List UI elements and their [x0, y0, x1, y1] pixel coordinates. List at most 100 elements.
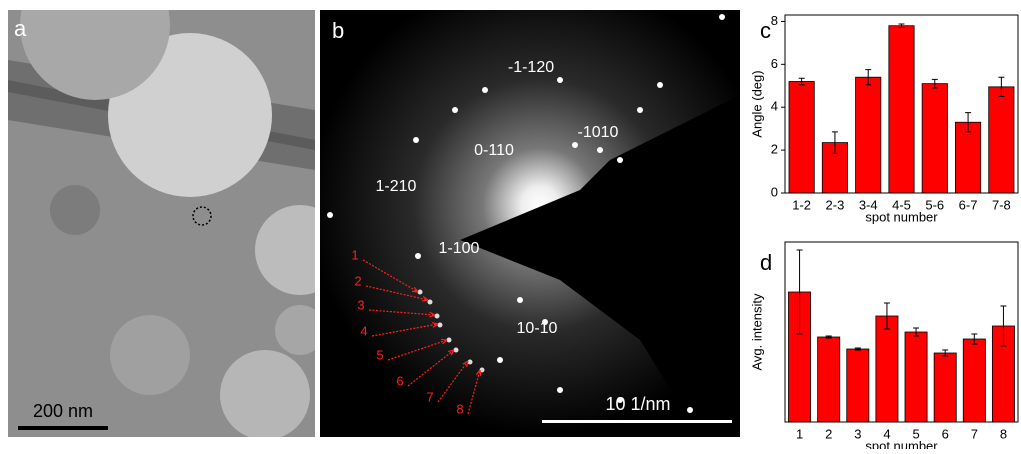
error-bar — [796, 249, 803, 335]
error-bar — [913, 327, 920, 337]
x-tick-label: 3 — [854, 426, 861, 441]
diffraction-spot — [617, 157, 623, 163]
error-bar — [865, 69, 872, 86]
spot-number: 6 — [396, 373, 403, 388]
y-tick-label: 4 — [771, 99, 778, 114]
diffraction-spot — [415, 253, 421, 259]
spot-arrow — [365, 285, 429, 301]
x-tick-label: 7-8 — [992, 197, 1011, 212]
diffraction-spot — [687, 407, 693, 413]
x-tick-label: 1 — [796, 426, 803, 441]
spot-arrow-head — [432, 322, 439, 328]
beam-stop — [460, 95, 740, 437]
error-bar — [831, 131, 838, 154]
error-bar — [798, 77, 805, 86]
reflection-label: -1010 — [578, 124, 619, 141]
spot-number: 5 — [376, 347, 383, 362]
error-bar — [1000, 305, 1007, 347]
spot-arrow-head — [429, 311, 436, 318]
panel-label: c — [760, 18, 771, 43]
diffraction-spot — [467, 359, 473, 365]
y-tick-label: 2 — [771, 142, 778, 157]
x-tick-label: 7 — [971, 426, 978, 441]
error-bar — [965, 112, 972, 133]
y-tick-label: 8 — [771, 13, 778, 28]
x-tick-label: 6 — [942, 426, 949, 441]
x-axis-label: spot number — [865, 438, 938, 449]
scale-bar-label: 200 nm — [33, 401, 93, 421]
diffraction-spot — [434, 313, 440, 319]
diffraction-spot — [542, 319, 548, 325]
x-tick-label: 3-4 — [859, 197, 878, 212]
diffraction-spot — [427, 299, 433, 305]
bar — [817, 336, 841, 423]
spot-arrow-head — [421, 296, 429, 302]
error-bar — [942, 349, 949, 357]
spot-arrow-head — [440, 338, 448, 345]
x-tick-label: 2-3 — [826, 197, 845, 212]
error-bar — [898, 23, 905, 28]
plot-frame — [784, 241, 1019, 423]
spot-arrow-head — [411, 286, 419, 293]
bar — [904, 331, 928, 423]
spot-arrow — [362, 259, 419, 293]
spot-number: 2 — [354, 273, 361, 288]
x-tick-label: 5-6 — [925, 197, 944, 212]
spot-number: 8 — [456, 401, 463, 416]
diffraction-spot — [327, 212, 333, 218]
diffraction-spot — [557, 387, 563, 393]
tem-image — [8, 10, 315, 437]
error-bar — [854, 347, 861, 351]
error-bar — [883, 302, 890, 330]
diffraction-spot — [482, 87, 488, 93]
y-axis-label: Avg. intensity — [749, 293, 764, 371]
x-tick-label: 1-2 — [792, 197, 811, 212]
x-tick-label: 4 — [883, 426, 890, 441]
y-tick-label: 0 — [771, 184, 778, 199]
bar — [855, 76, 882, 194]
error-bar — [998, 76, 1005, 97]
spot-arrow — [407, 349, 455, 387]
diffraction-spot — [617, 397, 623, 403]
bar — [888, 25, 915, 194]
reflection-label: 10-10 — [517, 320, 558, 337]
diffraction-spot — [719, 14, 725, 20]
bar — [988, 86, 1015, 194]
reflection-label: 1-210 — [376, 178, 417, 195]
spot-arrow-head — [475, 369, 482, 377]
bar — [921, 83, 948, 194]
diffraction-spot — [437, 322, 443, 328]
spot-arrow — [368, 309, 436, 316]
spot-arrow — [371, 323, 439, 337]
diffraction-spot — [637, 107, 643, 113]
diffraction-spot — [517, 297, 523, 303]
bar — [875, 315, 899, 423]
spot-arrow — [437, 360, 469, 403]
plot-frame — [784, 14, 1019, 194]
bar — [846, 348, 870, 423]
diffraction-spot — [452, 107, 458, 113]
x-axis-label: spot number — [865, 209, 938, 224]
spot-number: 3 — [357, 297, 364, 312]
diffraction-spot — [413, 137, 419, 143]
error-bar — [971, 333, 978, 345]
panel-label: a — [14, 16, 27, 41]
y-tick-label: 6 — [771, 56, 778, 71]
bar — [962, 338, 986, 423]
reflection-label: 1-100 — [439, 240, 480, 257]
reflection-label: 0-110 — [474, 142, 514, 159]
x-tick-label: 4-5 — [892, 197, 911, 212]
spot-arrow-head — [448, 349, 455, 356]
diffraction-spot — [497, 357, 503, 363]
panel-label: d — [760, 250, 772, 275]
bar — [788, 81, 815, 194]
diffraction-spot — [557, 77, 563, 83]
error-bar — [825, 335, 832, 339]
spot-arrow — [467, 369, 481, 415]
scale-bar — [542, 420, 732, 423]
panel-label: b — [332, 18, 344, 43]
reflection-label: -1-120 — [508, 59, 554, 76]
diffraction-spot — [572, 142, 578, 148]
diffraction-spot — [446, 337, 452, 343]
